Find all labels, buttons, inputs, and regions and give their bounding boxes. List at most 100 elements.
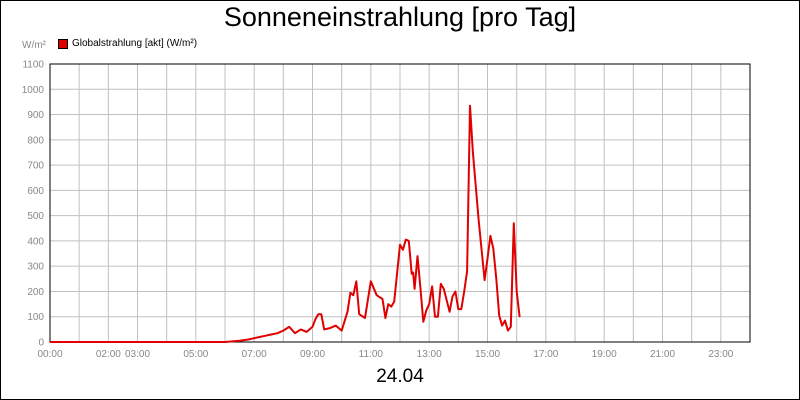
data-point [288,326,290,328]
data-point [265,335,267,337]
data-point [323,328,325,330]
data-point [513,222,515,224]
data-point [472,151,474,154]
data-point [451,295,454,298]
x-tick-label: 11:00 [359,349,384,360]
data-point [457,308,459,310]
data-point [306,331,308,333]
data-point [405,239,407,241]
x-tick-label: 05:00 [183,349,208,360]
x-tick-label: 19:00 [592,349,617,360]
data-point [349,292,352,294]
data-point [311,326,314,328]
data-point [376,294,378,296]
data-point [516,290,518,293]
data-point [320,313,322,315]
y-tick-label: 400 [27,236,44,247]
data-point [501,324,503,327]
data-point [495,278,497,280]
x-tick-label: 21:00 [650,349,675,360]
data-point [425,309,427,312]
data-point [314,318,317,320]
data-point [341,330,343,332]
plot-border [49,63,751,343]
data-point [483,279,486,281]
data-point [294,332,296,334]
data-point [454,290,457,293]
data-point [428,303,430,305]
data-point [358,313,360,315]
data-point [448,311,451,313]
x-tick-label: 07:00 [242,349,267,360]
y-tick-label: 900 [27,110,44,121]
data-point [355,280,357,282]
data-point [443,288,445,290]
data-point [370,280,372,282]
y-tick-label: 700 [27,161,44,172]
data-point [317,313,319,315]
y-tick-label: 0 [38,338,44,349]
data-point [381,298,384,300]
data-point [486,258,489,260]
x-tick-label: 15:00 [475,349,500,360]
y-tick-label: 800 [27,135,44,146]
data-point [402,249,404,251]
data-point [364,317,366,319]
y-tick-label: 300 [27,262,44,273]
data-point [346,311,349,313]
data-point [416,255,419,257]
data-point [422,321,424,323]
data-point [393,300,395,303]
x-tick-label: 09:00 [300,349,325,360]
data-point [412,271,414,274]
data-point [498,314,500,317]
y-tick-label: 500 [27,211,44,222]
data-point [510,326,512,328]
x-tick-label: 00:00 [37,349,62,360]
data-point [282,330,284,332]
chart-title: Sonneneinstrahlung [pro Tag] [223,2,577,32]
y-tick-label: 1100 [22,60,44,71]
data-point [390,306,392,308]
legend: Globalstrahlung [akt] (W/m²) [58,38,197,49]
data-point [440,283,442,285]
data-point [478,220,480,222]
y-tick-label: 600 [27,186,44,197]
data-point [431,285,433,287]
data-point [507,330,509,332]
legend-label: Globalstrahlung [akt] (W/m²) [72,38,198,49]
data-point [466,270,468,272]
data-point [387,303,389,305]
x-tick-label: 17:00 [533,349,558,360]
data-point [271,333,273,336]
data-point [413,288,416,290]
y-tick-label: 200 [27,287,44,298]
data-point [224,341,226,343]
data-point [469,105,471,107]
date-label: 24.04 [376,366,424,387]
data-point [489,235,492,237]
x-tick-label: 23:00 [708,349,733,360]
y-tick-label: 1000 [22,85,45,96]
data-point [300,328,302,330]
data-point [253,337,255,339]
data-point [411,273,413,275]
data-point [460,308,462,310]
data-point [463,290,465,293]
data-point [434,316,436,318]
data-point [352,294,354,296]
data-point [238,340,241,342]
x-tick-label: 03:00 [125,349,150,360]
data-point [335,324,337,327]
data-point [247,338,249,341]
data-point [492,247,494,250]
data-point [276,332,279,334]
x-tick-label: 13:00 [417,349,442,360]
data-point [437,316,439,318]
data-point [518,316,521,318]
data-point [399,244,401,246]
x-tick-label: 02:00 [96,349,121,360]
data-point [259,336,261,338]
data-point [408,240,410,242]
